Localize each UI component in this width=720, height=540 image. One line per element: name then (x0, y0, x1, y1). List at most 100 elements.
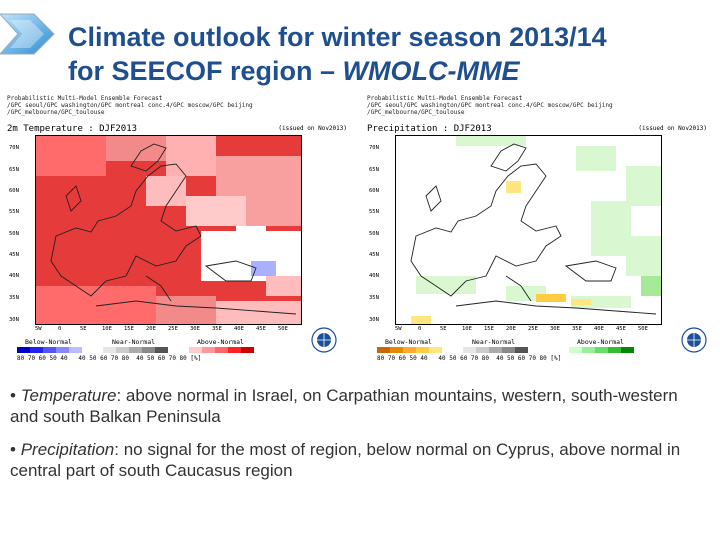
colorbar-swatch (30, 347, 43, 353)
lon-label: 5E (80, 326, 87, 332)
bullet-text: : no signal for the most of region, belo… (10, 440, 681, 480)
lat-label: 30N (9, 317, 19, 323)
colorbar-swatch (377, 347, 390, 353)
lat-label: 45N (9, 252, 19, 258)
lat-label: 40N (9, 273, 19, 279)
lon-label: 5W (35, 326, 42, 332)
colorbar-above (569, 347, 634, 353)
title-line-1: Climate outlook for winter season 2013/1… (68, 22, 607, 52)
lon-label: 0 (418, 326, 422, 332)
lat-label: 55N (9, 209, 19, 215)
lat-label: 50N (369, 231, 379, 237)
lon-label: 45E (256, 326, 266, 332)
lon-label: 35E (572, 326, 582, 332)
colorbar-swatch (17, 347, 30, 353)
colorbar-swatch (69, 347, 82, 353)
lon-label: 5W (395, 326, 402, 332)
lon-label: 10E (462, 326, 472, 332)
colorbar-swatch (202, 347, 215, 353)
map-header: Probabilistic Multi-Model Ensemble Forec… (7, 95, 253, 116)
category-above: Above-Normal (197, 338, 244, 346)
colorbar-swatch (215, 347, 228, 353)
colorbar-swatch (463, 347, 476, 353)
map-title: 2m Temperature : DJF2013 (7, 124, 138, 134)
summary-bullets: • Temperature: above normal in Israel, o… (10, 385, 710, 493)
temperature-map (35, 135, 302, 325)
bullet-label: Precipitation (20, 440, 115, 459)
colorbar-above (189, 347, 254, 353)
lat-label: 50N (9, 231, 19, 237)
colorbar-swatch (429, 347, 442, 353)
lon-label: 0 (58, 326, 62, 332)
precipitation-map-svg (396, 136, 661, 324)
bullet-symbol: • (10, 386, 16, 405)
colorbar-swatch (569, 347, 582, 353)
colorbar-swatch (43, 347, 56, 353)
category-below: Below-Normal (385, 338, 432, 346)
bullet-symbol: • (10, 440, 16, 459)
colorbar-swatch (189, 347, 202, 353)
lon-label: 25E (528, 326, 538, 332)
lat-label: 30N (369, 317, 379, 323)
lat-label: 60N (9, 188, 19, 194)
colorbar-swatch (416, 347, 429, 353)
bullet-text: : above normal in Israel, on Carpathian … (10, 386, 678, 426)
lon-label: 10E (102, 326, 112, 332)
precipitation-map (395, 135, 662, 325)
arrow-logo-icon (0, 13, 55, 55)
lon-label: 25E (168, 326, 178, 332)
colorbar-below (377, 347, 442, 353)
bullet-precipitation: • Precipitation: no signal for the most … (10, 439, 710, 481)
colorbar-swatch (403, 347, 416, 353)
bullet-temperature: • Temperature: above normal in Israel, o… (10, 385, 710, 427)
issued-date: (issued on Nov2013) (638, 125, 707, 132)
colorbar-swatch (129, 347, 142, 353)
lon-label: 5E (440, 326, 447, 332)
lon-label: 40E (234, 326, 244, 332)
wmo-logo-icon (311, 327, 337, 353)
lon-label: 45E (616, 326, 626, 332)
lat-label: 40N (369, 273, 379, 279)
bullet-label: Temperature (20, 386, 117, 405)
category-below: Below-Normal (25, 338, 72, 346)
colorbar-swatch (515, 347, 528, 353)
lat-label: 35N (369, 295, 379, 301)
colorbar-swatch (595, 347, 608, 353)
colorbar-swatch (56, 347, 69, 353)
lon-label: 30E (190, 326, 200, 332)
lat-label: 35N (9, 295, 19, 301)
lat-label: 70N (9, 145, 19, 151)
colorbar-swatch (103, 347, 116, 353)
category-near: Near-Normal (112, 338, 156, 346)
title-line-2: for SEECOF region – WMOLC-MME (68, 56, 520, 86)
lat-label: 45N (369, 252, 379, 258)
category-above: Above-Normal (577, 338, 624, 346)
colorbar-swatch (155, 347, 168, 353)
colorbar-ticks: 80 70 60 50 40 40 50 60 70 80 40 50 60 7… (377, 355, 562, 362)
wmo-logo-icon (681, 327, 707, 353)
colorbar-swatch (582, 347, 595, 353)
colorbar-swatch (608, 347, 621, 353)
colorbar-swatch (621, 347, 634, 353)
lon-label: 15E (484, 326, 494, 332)
colorbar-swatch (489, 347, 502, 353)
temperature-map-panel: Probabilistic Multi-Model Ensemble Forec… (5, 95, 355, 370)
issued-date: (issued on Nov2013) (278, 125, 347, 132)
lat-label: 70N (369, 145, 379, 151)
lon-label: 20E (506, 326, 516, 332)
colorbar-near (463, 347, 528, 353)
colorbar-near (103, 347, 168, 353)
lat-label: 55N (369, 209, 379, 215)
colorbar-swatch (476, 347, 489, 353)
colorbar-swatch (116, 347, 129, 353)
colorbar-swatch (241, 347, 254, 353)
lon-label: 40E (594, 326, 604, 332)
map-title: Precipitation : DJF2013 (367, 124, 492, 134)
map-header: Probabilistic Multi-Model Ensemble Forec… (367, 95, 613, 116)
lat-label: 65N (9, 167, 19, 173)
lon-label: 50E (638, 326, 648, 332)
category-near: Near-Normal (472, 338, 516, 346)
title-emphasis: WMOLC-MME (342, 56, 520, 86)
lon-label: 35E (212, 326, 222, 332)
precipitation-map-panel: Probabilistic Multi-Model Ensemble Forec… (365, 95, 715, 370)
